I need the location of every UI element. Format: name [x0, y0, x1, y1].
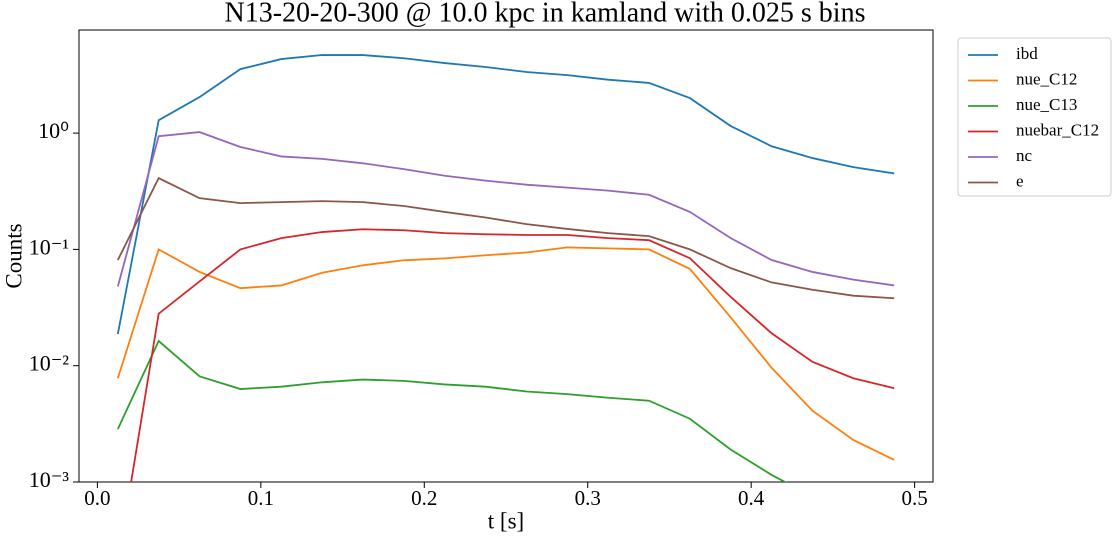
x-axis-label: t [s]: [488, 508, 524, 533]
series-line: [117, 339, 787, 482]
x-tick-label: 0.4: [738, 486, 765, 510]
legend-label: nue_C13: [1016, 95, 1077, 114]
y-axis-label: Counts: [1, 223, 26, 288]
x-tick-label: 0.2: [411, 486, 437, 510]
x-tick-label: 0.3: [575, 486, 601, 510]
series-line: [116, 54, 895, 335]
x-tick-label: 0.0: [84, 486, 110, 510]
chart-title: N13-20-20-300 @ 10.0 kpc in kamland with…: [225, 0, 866, 28]
legend-label: e: [1016, 171, 1024, 190]
y-tick-label: 10⁻²: [29, 351, 70, 376]
y-tick-label: 10⁻¹: [29, 234, 69, 259]
series-line: [130, 228, 895, 482]
x-tick-label: 0.1: [248, 486, 274, 510]
plot-frame: [78, 29, 934, 483]
series-line: [116, 246, 895, 461]
plot-area: [116, 54, 895, 482]
legend-label: ibd: [1016, 44, 1038, 63]
series-line: [116, 131, 895, 287]
legend-label: nuebar_C12: [1016, 120, 1099, 139]
y-tick-label: 10⁰: [38, 118, 69, 143]
x-tick-label: 0.5: [901, 486, 927, 510]
y-tick-label: 10⁻³: [29, 467, 70, 492]
legend-label: nue_C12: [1016, 69, 1077, 88]
series-line: [117, 176, 895, 300]
legend-label: nc: [1016, 146, 1033, 165]
